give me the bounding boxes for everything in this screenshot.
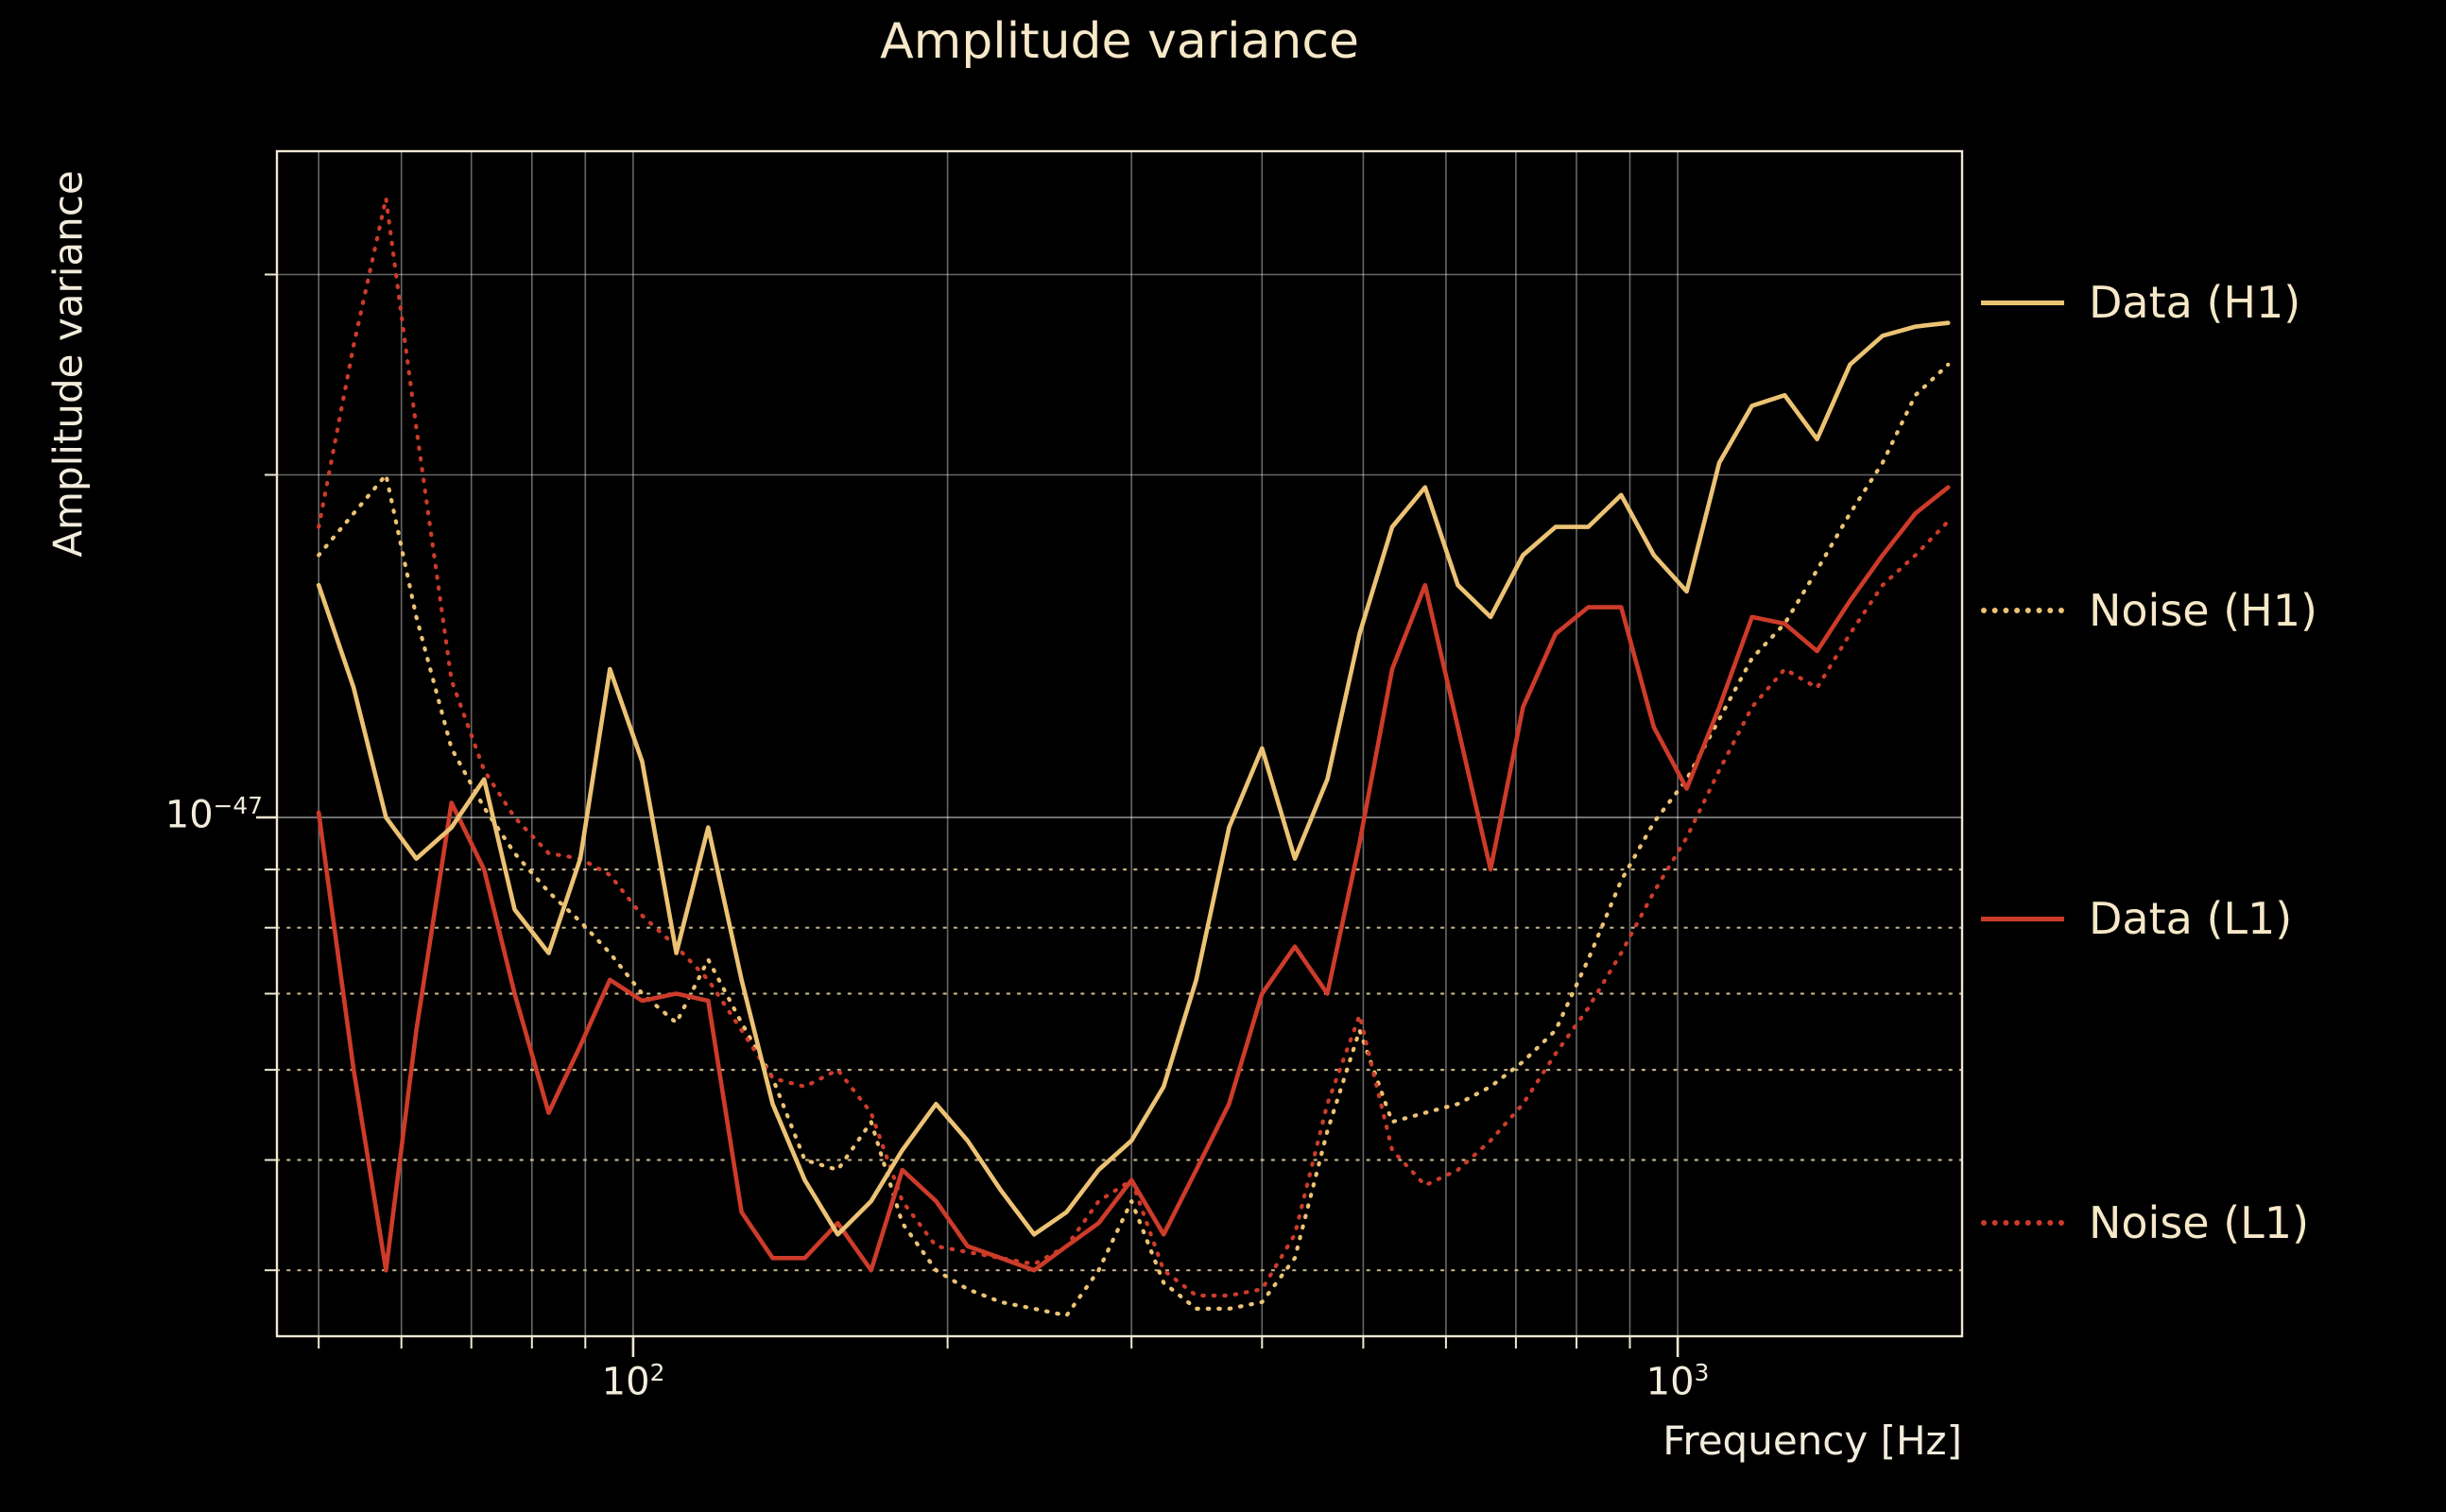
y-gridlines [275,273,1964,1272]
legend-label: Noise (L1) [2089,1197,2310,1248]
x-gridlines [318,151,1679,1336]
x-tick-exponent: 2 [649,1359,665,1386]
series-noise-h1 [317,362,1951,1318]
legend-line-sample-data-h1 [1981,300,2064,305]
legend-item-noise-h1: Noise (H1) [1981,580,2317,641]
series-data-h1 [316,320,1951,1237]
x-axis-label: Frequency [Hz] [1662,1418,1962,1464]
legend-line-sample-noise-l1 [1981,1220,2064,1226]
x-tick-base: 10 [1645,1360,1695,1404]
legend-line-sample-noise-h1 [1981,608,2064,613]
x-tick-exponent: 3 [1694,1359,1710,1386]
x-tick-base: 10 [601,1360,650,1404]
legend-item-data-l1: Data (L1) [1981,888,2292,949]
legend-label: Noise (H1) [2089,585,2317,636]
legend-label: Data (H1) [2089,277,2301,328]
y-tick-label-1e-47: 10−47 [123,792,263,836]
legend-label: Data (L1) [2089,893,2293,944]
chart-title: Amplitude variance [880,13,1359,70]
axis-tick-marks [256,273,1679,1357]
legend-item-noise-l1: Noise (L1) [1981,1193,2309,1253]
legend-item-data-h1: Data (H1) [1981,272,2300,333]
y-tick-base: 10 [164,793,214,837]
plot-frame [275,149,1964,1338]
x-tick-label-1000: 103 [1602,1359,1753,1403]
y-tick-exponent: −47 [213,792,263,819]
legend: Data (H1) Noise (H1) Data (L1) Noise (L1… [1981,0,2446,1512]
x-tick-label-100: 102 [558,1359,709,1403]
series-data-l1 [316,485,1951,1273]
legend-line-sample-data-l1 [1981,916,2064,921]
